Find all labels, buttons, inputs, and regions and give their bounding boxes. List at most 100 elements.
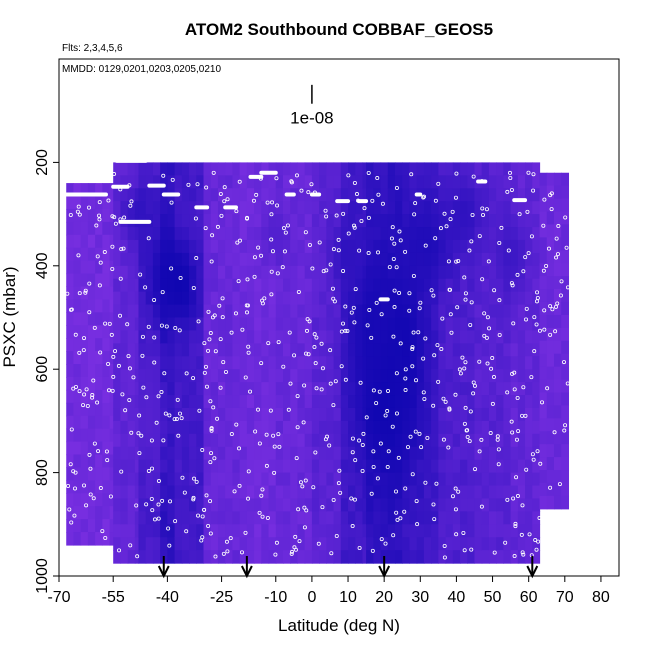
- heatmap-cell: [225, 511, 234, 525]
- heatmap-cell: [167, 330, 176, 344]
- heatmap-cell: [246, 175, 255, 189]
- sample-point: [448, 287, 453, 292]
- sample-point: [446, 259, 451, 264]
- sample-point: [276, 340, 281, 345]
- heatmap-cell: [160, 265, 168, 280]
- heatmap-cell: [160, 330, 168, 344]
- heatmap-cell: [517, 330, 526, 344]
- heatmap-cell: [510, 395, 519, 409]
- heatmap-cell: [290, 382, 299, 396]
- heatmap-cell: [525, 498, 533, 512]
- heatmap-cell: [340, 485, 349, 500]
- heatmap-cell: [275, 498, 284, 512]
- heatmap-cell: [561, 211, 570, 226]
- sample-point: [550, 307, 555, 312]
- heatmap-cell: [355, 433, 364, 448]
- heatmap-cell: [239, 265, 248, 280]
- sample-point: [548, 485, 553, 490]
- heatmap-cell: [80, 415, 89, 430]
- heatmap-cell: [402, 227, 411, 241]
- heatmap-cell: [189, 369, 197, 383]
- heatmap-cell: [481, 524, 490, 538]
- heatmap-cell: [196, 265, 205, 280]
- heatmap-cell: [80, 467, 89, 481]
- heatmap-cell: [160, 395, 168, 409]
- sample-point: [481, 212, 486, 217]
- heatmap-cell: [203, 537, 212, 551]
- heatmap-cell: [102, 299, 111, 313]
- heatmap-cell: [387, 162, 396, 176]
- sample-point: [300, 484, 305, 489]
- sample-point: [194, 256, 199, 261]
- heatmap-cell: [438, 265, 447, 280]
- heatmap-cell: [102, 402, 111, 417]
- heatmap-cell: [326, 188, 335, 202]
- heatmap-cell: [196, 511, 205, 525]
- sample-point: [450, 209, 455, 214]
- heatmap-cell: [452, 382, 461, 396]
- sample-point: [479, 179, 484, 184]
- heatmap-cell: [423, 175, 432, 189]
- heatmap-cell: [445, 395, 454, 409]
- heatmap-cell: [160, 537, 168, 551]
- heatmap-cell: [268, 369, 277, 383]
- heatmap-cell: [539, 470, 548, 484]
- heatmap-cell: [340, 239, 349, 254]
- heatmap-cell: [373, 304, 382, 319]
- heatmap-cell: [181, 524, 190, 538]
- sample-point: [440, 316, 445, 321]
- heatmap-cell: [402, 317, 411, 332]
- heatmap-cell: [239, 317, 248, 332]
- heatmap-cell: [416, 485, 425, 500]
- heatmap-cell: [113, 317, 122, 332]
- heatmap-cell: [261, 188, 270, 202]
- heatmap-cell: [189, 343, 197, 357]
- heatmap-cell: [362, 369, 367, 383]
- heatmap-cell: [561, 405, 570, 419]
- heatmap-cell: [246, 537, 255, 551]
- heatmap-cell: [160, 459, 168, 474]
- sample-point: [403, 388, 408, 393]
- heatmap-cell: [409, 446, 418, 461]
- heatmap-cell: [261, 537, 270, 551]
- sample-point: [112, 215, 117, 220]
- heatmap-cell: [145, 485, 154, 500]
- heatmap-cell: [395, 252, 403, 267]
- heatmap-cell: [467, 485, 476, 500]
- heatmap-cell: [445, 291, 454, 306]
- heatmap-cell: [239, 433, 248, 448]
- heatmap-cell: [311, 239, 320, 254]
- heatmap-cell: [246, 265, 255, 280]
- heatmap-cell: [174, 485, 183, 500]
- heatmap-cell: [445, 369, 454, 383]
- heatmap-cell: [102, 519, 111, 533]
- heatmap-cell: [66, 454, 75, 469]
- heatmap-cell: [460, 472, 468, 487]
- heatmap-cell: [196, 472, 205, 487]
- heatmap-cell: [120, 550, 129, 564]
- sample-point: [152, 360, 157, 365]
- heatmap-cell: [510, 227, 519, 241]
- heatmap-cell: [120, 511, 129, 525]
- heatmap-cell: [268, 420, 277, 435]
- heatmap-cell: [553, 327, 562, 342]
- heatmap-cell: [73, 351, 82, 365]
- heatmap-cell: [113, 472, 122, 487]
- heatmap-cell: [532, 304, 541, 319]
- heatmap-cell: [145, 550, 154, 564]
- heatmap-cell: [80, 364, 89, 378]
- heatmap-cell: [387, 537, 396, 551]
- heatmap-cell: [362, 265, 367, 280]
- heatmap-cell: [362, 356, 367, 370]
- sample-point: [82, 392, 87, 397]
- sample-point: [103, 535, 108, 540]
- heatmap-cell: [232, 485, 241, 500]
- heatmap-cell: [402, 395, 411, 409]
- heatmap-cell: [275, 291, 284, 306]
- heatmap-cell: [355, 537, 364, 551]
- heatmap-cell: [481, 278, 490, 293]
- sample-point: [328, 381, 333, 386]
- heatmap-cell: [395, 317, 403, 332]
- heatmap-cell: [380, 459, 389, 474]
- sample-point: [223, 369, 228, 374]
